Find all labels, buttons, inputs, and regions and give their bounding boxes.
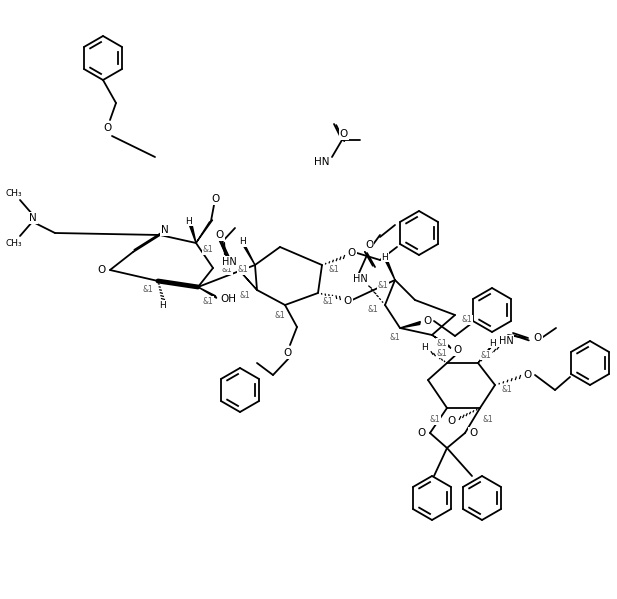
- Text: HN: HN: [222, 257, 236, 267]
- Text: &1: &1: [238, 265, 249, 274]
- Text: &1: &1: [202, 297, 213, 305]
- Text: &1: &1: [239, 291, 251, 300]
- Text: &1: &1: [275, 310, 286, 319]
- Text: &1: &1: [429, 416, 441, 425]
- Text: CH₃: CH₃: [6, 189, 22, 198]
- Text: &1: &1: [437, 338, 447, 347]
- Text: O: O: [284, 348, 292, 358]
- Text: &1: &1: [462, 316, 473, 325]
- Text: O: O: [104, 123, 112, 133]
- Polygon shape: [432, 335, 451, 348]
- Polygon shape: [189, 226, 196, 243]
- Text: O: O: [340, 129, 348, 139]
- Text: &1: &1: [202, 246, 213, 255]
- Text: O: O: [524, 370, 532, 380]
- Text: &1: &1: [143, 285, 154, 294]
- Polygon shape: [478, 347, 491, 363]
- Text: H: H: [160, 301, 167, 310]
- Text: CH₃: CH₃: [6, 238, 22, 247]
- Text: O: O: [454, 345, 462, 355]
- Text: &1: &1: [222, 265, 233, 274]
- Text: N: N: [29, 213, 37, 223]
- Text: O: O: [348, 248, 356, 258]
- Polygon shape: [386, 261, 395, 280]
- Text: &1: &1: [329, 265, 339, 274]
- Polygon shape: [198, 287, 217, 298]
- Text: &1: &1: [323, 297, 333, 305]
- Text: O: O: [424, 316, 432, 326]
- Polygon shape: [400, 322, 420, 328]
- Text: O: O: [216, 230, 224, 240]
- Text: O: O: [98, 265, 106, 275]
- Text: HN: HN: [353, 274, 367, 284]
- Polygon shape: [196, 220, 213, 243]
- Text: &1: &1: [368, 305, 378, 314]
- Polygon shape: [238, 269, 257, 290]
- Text: &1: &1: [437, 349, 447, 358]
- Text: &1: &1: [481, 350, 491, 359]
- Text: O: O: [212, 194, 220, 204]
- Text: O: O: [448, 416, 456, 426]
- Text: H: H: [382, 253, 388, 262]
- Text: HN: HN: [314, 157, 329, 167]
- Text: &1: &1: [389, 334, 400, 343]
- Text: H: H: [421, 343, 428, 352]
- Text: &1: &1: [378, 280, 388, 289]
- Text: O: O: [365, 240, 373, 250]
- Text: H: H: [186, 216, 193, 225]
- Text: H: H: [239, 237, 246, 247]
- Text: &1: &1: [482, 416, 494, 425]
- Text: N: N: [161, 225, 169, 235]
- Text: HN: HN: [499, 336, 513, 346]
- Text: H: H: [490, 338, 496, 347]
- Text: &1: &1: [502, 386, 512, 395]
- Text: O: O: [469, 428, 477, 438]
- Polygon shape: [244, 246, 255, 265]
- Text: O: O: [418, 428, 426, 438]
- Text: OH: OH: [220, 294, 236, 304]
- Text: O: O: [344, 296, 352, 306]
- Text: O: O: [534, 333, 542, 343]
